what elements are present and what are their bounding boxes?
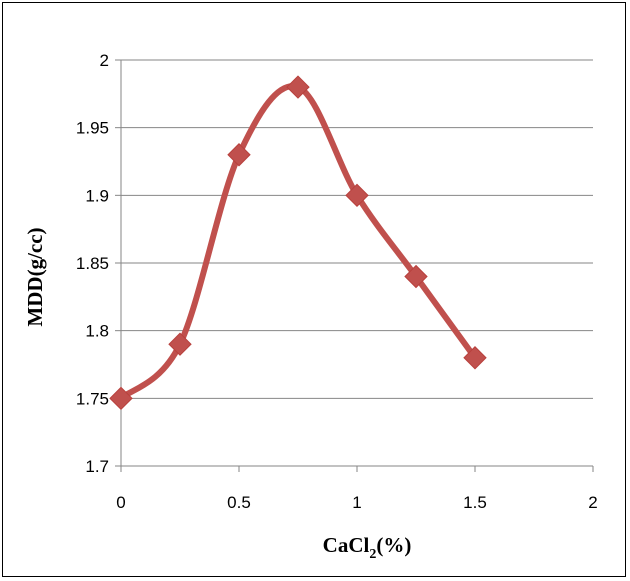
y-tick-label: 2 — [100, 51, 109, 70]
x-tick-label: 0 — [116, 493, 125, 512]
data-point-marker — [286, 75, 310, 99]
tick-labels: 1.7 1.75 1.8 1.85 1.9 1.95 2 0 0.5 1 1.5 2 — [76, 51, 598, 512]
y-tick-label: 1.7 — [85, 457, 109, 476]
data-point-marker — [463, 346, 487, 370]
x-axis-title-main: CaCl — [323, 533, 370, 557]
x-tick-label: 0.5 — [227, 493, 251, 512]
gridlines — [121, 59, 593, 399]
series-line — [118, 83, 478, 402]
x-tick-label: 1 — [352, 493, 361, 512]
y-tick-label: 1.9 — [85, 186, 109, 205]
series — [109, 75, 487, 411]
x-axis-title: CaCl2(%) — [323, 533, 412, 562]
y-tick-label: 1.85 — [76, 254, 109, 273]
axes — [115, 59, 594, 472]
y-tick-label: 1.8 — [85, 322, 109, 341]
x-axis-title-tail: (%) — [376, 533, 411, 557]
data-point-marker — [227, 143, 251, 167]
data-point-marker — [109, 386, 133, 411]
y-tick-label: 1.95 — [76, 119, 109, 138]
x-axis-title-subscript: 2 — [369, 547, 376, 562]
y-tick-label: 1.75 — [76, 389, 109, 408]
x-tick-label: 1.5 — [463, 493, 487, 512]
y-axis-title: MDD(g/cc) — [23, 227, 47, 326]
x-tick-label: 2 — [588, 493, 597, 512]
data-point-marker — [404, 264, 428, 289]
data-point-marker — [168, 332, 192, 356]
data-point-marker — [345, 183, 369, 208]
